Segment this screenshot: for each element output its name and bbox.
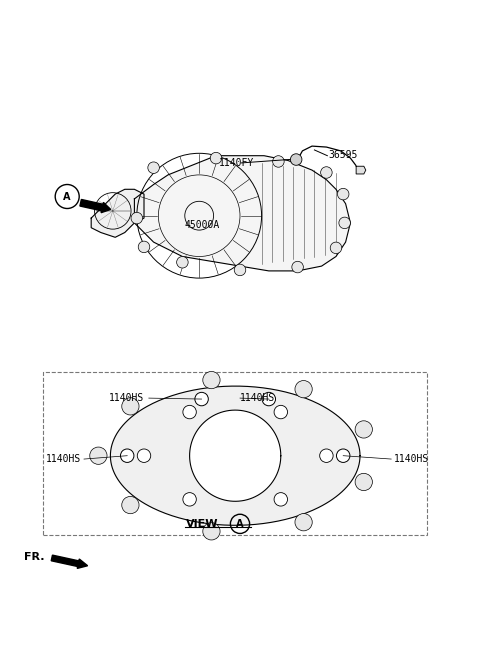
Text: 45000A: 45000A	[185, 220, 220, 231]
Circle shape	[290, 154, 302, 166]
Circle shape	[321, 167, 332, 178]
Circle shape	[203, 371, 220, 389]
Circle shape	[137, 449, 151, 463]
Circle shape	[203, 523, 220, 540]
Circle shape	[262, 392, 276, 406]
Circle shape	[273, 156, 284, 168]
Circle shape	[90, 447, 107, 464]
Circle shape	[355, 473, 372, 491]
Polygon shape	[91, 189, 144, 237]
Polygon shape	[110, 386, 360, 526]
Circle shape	[339, 217, 350, 229]
Circle shape	[131, 212, 143, 224]
Circle shape	[120, 449, 134, 463]
Text: 36595: 36595	[329, 150, 358, 160]
Circle shape	[177, 256, 188, 268]
Bar	[43, 372, 427, 535]
Circle shape	[320, 449, 333, 463]
Circle shape	[138, 241, 150, 253]
Circle shape	[274, 405, 288, 419]
FancyArrow shape	[80, 200, 111, 213]
Circle shape	[355, 420, 372, 438]
Text: A: A	[236, 519, 244, 529]
Circle shape	[274, 493, 288, 506]
Text: 1140HS: 1140HS	[240, 393, 275, 403]
Text: 1140FY: 1140FY	[218, 158, 253, 168]
Circle shape	[336, 449, 350, 463]
FancyArrow shape	[51, 555, 88, 568]
Circle shape	[210, 152, 222, 164]
Circle shape	[295, 380, 312, 398]
Circle shape	[234, 264, 246, 276]
Circle shape	[330, 242, 342, 254]
Circle shape	[292, 261, 303, 273]
Circle shape	[195, 392, 208, 406]
Circle shape	[183, 493, 196, 506]
Text: A: A	[63, 191, 71, 202]
Circle shape	[337, 189, 349, 200]
Polygon shape	[356, 166, 366, 174]
Circle shape	[183, 405, 196, 419]
Polygon shape	[134, 156, 350, 271]
Circle shape	[295, 514, 312, 531]
Text: 1140HS: 1140HS	[394, 454, 429, 464]
Text: 1140HS: 1140HS	[109, 393, 144, 403]
Circle shape	[148, 162, 159, 173]
Circle shape	[122, 497, 139, 514]
Text: VIEW: VIEW	[186, 519, 218, 529]
Circle shape	[122, 397, 139, 415]
Polygon shape	[190, 410, 281, 501]
Text: FR.: FR.	[24, 551, 45, 562]
Text: 1140HS: 1140HS	[47, 454, 82, 464]
